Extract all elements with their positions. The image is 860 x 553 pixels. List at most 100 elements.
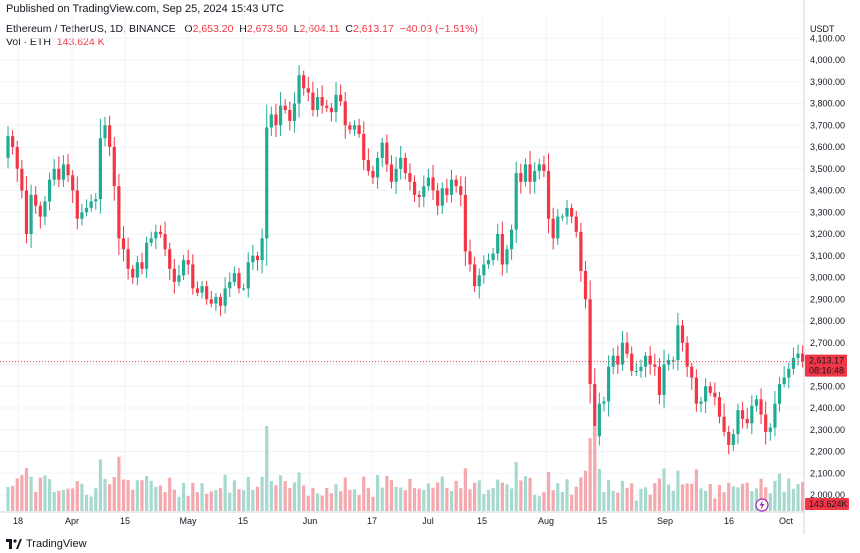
- candlestick-chart[interactable]: 2,000.00 2,100.00 2,200.00 2,300.00 2,400.00…: [0, 0, 860, 534]
- volume-bar: [519, 480, 523, 511]
- y-tick-label: 3,500.00: [810, 164, 845, 174]
- volume-bar: [181, 482, 186, 511]
- volume-bar: [690, 483, 694, 511]
- candle-body: [98, 138, 102, 200]
- candle-body: [426, 177, 431, 187]
- volume-bar: [209, 491, 213, 511]
- symbol-name[interactable]: Ethereum / TetherUS, 1D, BINANCE: [6, 23, 176, 35]
- x-tick-label: Oct: [779, 516, 794, 526]
- candle-body: [791, 357, 795, 369]
- candle-body: [699, 401, 703, 404]
- volume-bar: [255, 486, 260, 511]
- y-tick-label: 3,700.00: [810, 120, 845, 130]
- y-tick-label: 3,300.00: [810, 207, 845, 217]
- volume-bar: [643, 487, 648, 511]
- volume-bar: [34, 491, 38, 511]
- volume-bar: [727, 482, 731, 511]
- volume-bar: [200, 483, 204, 511]
- volume-bar: [653, 483, 657, 511]
- candle-body: [787, 368, 791, 378]
- candle-body: [57, 168, 61, 180]
- volume-bar: [791, 488, 795, 511]
- x-tick-label: May: [179, 516, 197, 526]
- candle-body: [694, 377, 698, 404]
- volume-bar: [389, 480, 394, 511]
- candle-body: [135, 262, 139, 278]
- candle-body: [288, 110, 292, 121]
- volume-bar: [47, 479, 52, 511]
- volume-bar: [431, 487, 435, 511]
- volume-bar: [126, 480, 130, 511]
- volume-bar: [773, 480, 777, 511]
- candle-body: [20, 168, 24, 191]
- candle-body: [796, 353, 800, 358]
- volume-bar: [713, 498, 717, 511]
- candle-body: [754, 399, 759, 406]
- candle-body: [292, 103, 297, 121]
- volume-bar: [154, 486, 158, 511]
- candle-body: [537, 164, 541, 171]
- candle-body: [47, 179, 52, 202]
- candle-body: [75, 190, 79, 219]
- candle-body: [15, 147, 19, 169]
- volume-bar: [634, 500, 638, 511]
- volume-bar: [348, 489, 352, 511]
- volume-label[interactable]: Vol · ETH: [6, 36, 51, 48]
- volume-bar: [625, 487, 629, 511]
- volume-bar: [140, 480, 144, 511]
- volume-bar: [84, 494, 89, 511]
- volume-bar: [278, 475, 283, 511]
- close-label: C: [345, 23, 353, 35]
- volume-bar: [251, 489, 255, 511]
- candle-body: [801, 353, 805, 362]
- candle-body: [685, 342, 689, 367]
- volume-bar: [339, 491, 343, 511]
- candle-body: [181, 260, 186, 276]
- volume-bar: [412, 488, 417, 511]
- volume-bar: [620, 480, 625, 511]
- volume-bar: [570, 494, 574, 511]
- candle-body: [667, 360, 671, 365]
- volume-bar: [24, 468, 29, 511]
- candle-body: [389, 164, 394, 182]
- candle-body: [218, 297, 223, 306]
- volume-bar: [149, 480, 153, 511]
- candle-body: [440, 188, 444, 206]
- volume-bar: [533, 494, 537, 511]
- volume-bar: [459, 488, 463, 511]
- candle-body: [477, 275, 481, 287]
- candle-body: [690, 366, 694, 378]
- candle-body: [593, 384, 597, 437]
- volume-bar: [80, 483, 84, 511]
- x-tick-label: Sep: [657, 516, 673, 526]
- volume-bar: [292, 482, 297, 511]
- candle-body: [339, 94, 343, 102]
- candle-body: [320, 96, 324, 106]
- volume-bar: [722, 492, 726, 511]
- volume-bar: [334, 484, 338, 511]
- volume-bar: [477, 480, 481, 511]
- volume-bar: [288, 487, 292, 511]
- volume-bar: [135, 480, 139, 511]
- price-unit-label[interactable]: USDT: [810, 24, 835, 34]
- candle-body: [352, 125, 357, 130]
- candle-body: [61, 164, 66, 180]
- y-tick-label: 2,400.00: [810, 403, 845, 413]
- candle-body: [158, 231, 163, 234]
- volume-bar: [75, 481, 79, 511]
- candle-body: [366, 160, 370, 171]
- tradingview-logo[interactable]: TradingView: [6, 538, 87, 550]
- volume-bar: [343, 477, 347, 511]
- volume-bar: [195, 492, 200, 511]
- y-tick-label: 2,200.00: [810, 447, 845, 457]
- volume-bar: [325, 487, 329, 511]
- volume-bar: [630, 483, 634, 511]
- volume-bar: [246, 476, 250, 511]
- change-value: −40.03 (−1.51%): [399, 23, 478, 35]
- candle-body: [745, 418, 749, 424]
- candle-body: [519, 173, 523, 182]
- volume-bar: [403, 490, 407, 511]
- volume-bar: [745, 482, 749, 511]
- volume-bar: [611, 490, 615, 511]
- volume-bar: [131, 489, 135, 511]
